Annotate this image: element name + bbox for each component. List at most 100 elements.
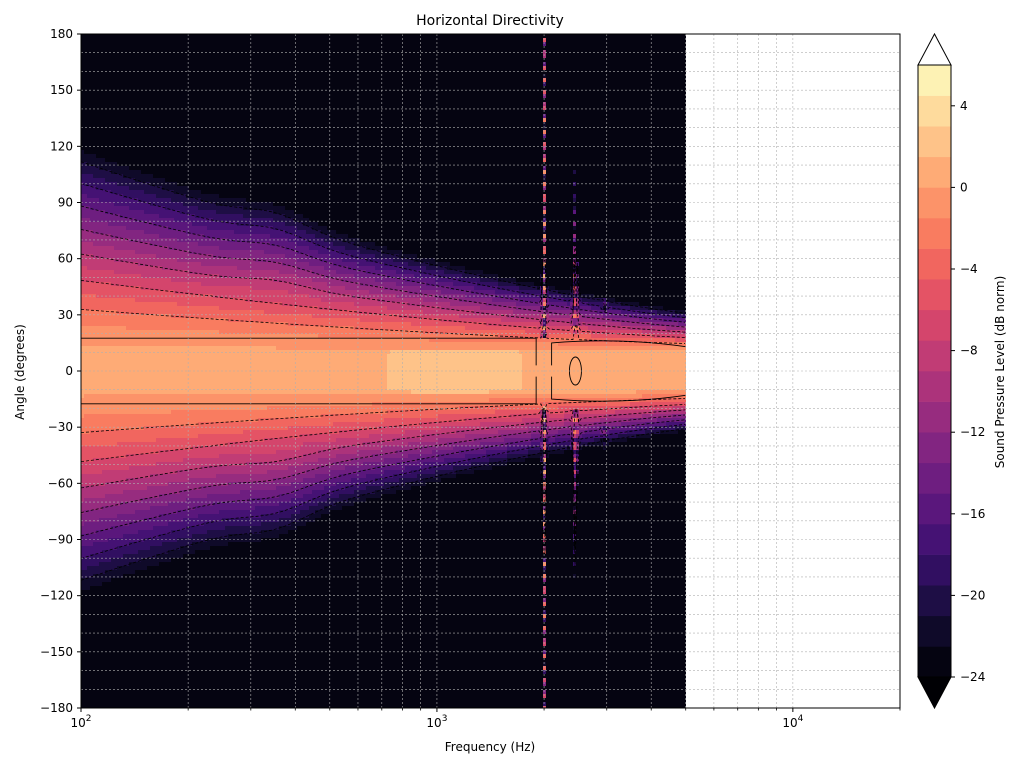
heatmap-cell	[87, 50, 90, 54]
heatmap-cell	[168, 146, 171, 150]
heatmap-cell	[150, 118, 153, 122]
heatmap-cell	[120, 470, 123, 474]
heatmap-cell	[153, 462, 156, 466]
heatmap-cell	[147, 574, 150, 578]
heatmap-cell	[138, 678, 141, 682]
heatmap-cell	[162, 46, 165, 50]
heatmap-cell	[141, 122, 144, 126]
heatmap-cell	[87, 262, 90, 266]
heatmap-cell	[93, 490, 96, 494]
heatmap-cell	[132, 482, 135, 486]
heatmap-cell	[90, 682, 93, 686]
heatmap-cell	[156, 298, 159, 302]
heatmap-cell	[132, 466, 135, 470]
heatmap-cell	[141, 526, 144, 530]
heatmap-cell	[141, 306, 144, 310]
heatmap-cell	[165, 598, 168, 602]
heatmap-cell	[129, 642, 132, 646]
heatmap-cell	[96, 366, 99, 370]
heatmap-cell	[153, 318, 156, 322]
heatmap-cell	[156, 682, 159, 686]
heatmap-cell	[129, 334, 132, 338]
heatmap-cell	[87, 546, 90, 550]
heatmap-cell	[102, 206, 105, 210]
heatmap-cell	[135, 654, 138, 658]
heatmap-cell	[90, 86, 93, 90]
heatmap-cell	[126, 354, 129, 358]
heatmap-cell	[153, 610, 156, 614]
heatmap-cell	[132, 34, 135, 38]
heatmap-cell	[144, 474, 147, 478]
heatmap-cell	[135, 70, 138, 74]
heatmap-cell	[126, 642, 129, 646]
heatmap-cell	[153, 454, 156, 458]
heatmap-cell	[84, 210, 87, 214]
heatmap-cell	[84, 374, 87, 378]
heatmap-cell	[114, 586, 117, 590]
heatmap-cell	[93, 582, 96, 586]
heatmap-cell	[129, 510, 132, 514]
heatmap-cell	[135, 186, 138, 190]
heatmap-cell	[141, 690, 144, 694]
heatmap-cell	[96, 262, 99, 266]
heatmap-cell	[159, 182, 162, 186]
heatmap-cell	[96, 298, 99, 302]
heatmap-cell	[93, 562, 96, 566]
heatmap-cell	[105, 42, 108, 46]
heatmap-cell	[159, 506, 162, 510]
heatmap-cell	[81, 394, 84, 398]
heatmap-cell	[159, 138, 162, 142]
heatmap-cell	[165, 366, 168, 370]
heatmap-cell	[144, 478, 147, 482]
heatmap-cell	[99, 246, 102, 250]
heatmap-cell	[120, 162, 123, 166]
heatmap-cell	[147, 594, 150, 598]
heatmap-cell	[153, 658, 156, 662]
heatmap-cell	[153, 538, 156, 542]
heatmap-cell	[90, 518, 93, 522]
heatmap-cell	[90, 390, 93, 394]
heatmap-cell	[87, 326, 90, 330]
heatmap-cell	[87, 394, 90, 398]
heatmap-cell	[81, 678, 84, 682]
heatmap-cell	[150, 626, 153, 630]
heatmap-cell	[90, 214, 93, 218]
heatmap-cell	[84, 398, 87, 402]
heatmap-cell	[135, 466, 138, 470]
heatmap-cell	[114, 274, 117, 278]
heatmap-cell	[168, 374, 171, 378]
heatmap-cell	[150, 690, 153, 694]
heatmap-cell	[144, 318, 147, 322]
heatmap-cell	[84, 394, 87, 398]
heatmap-cell	[159, 266, 162, 270]
heatmap-cell	[168, 222, 171, 226]
heatmap-cell	[111, 134, 114, 138]
heatmap-cell	[117, 702, 120, 706]
heatmap-cell	[120, 558, 123, 562]
heatmap-cell	[132, 414, 135, 418]
heatmap-cell	[102, 462, 105, 466]
heatmap-cell	[102, 678, 105, 682]
heatmap-cell	[120, 186, 123, 190]
heatmap-cell	[93, 642, 96, 646]
heatmap-cell	[162, 382, 165, 386]
heatmap-cell	[141, 138, 144, 142]
heatmap-cell	[147, 254, 150, 258]
heatmap-cell	[129, 578, 132, 582]
heatmap-cell	[126, 510, 129, 514]
heatmap-cell	[81, 410, 84, 414]
heatmap-cell	[156, 678, 159, 682]
heatmap-cell	[120, 594, 123, 598]
heatmap-cell	[108, 318, 111, 322]
heatmap-cell	[108, 42, 111, 46]
heatmap-cell	[96, 42, 99, 46]
heatmap-cell	[105, 438, 108, 442]
heatmap-cell	[111, 438, 114, 442]
heatmap-cell	[84, 354, 87, 358]
heatmap-cell	[150, 54, 153, 58]
heatmap-cell	[153, 198, 156, 202]
heatmap-cell	[99, 250, 102, 254]
heatmap-cell	[159, 562, 162, 566]
heatmap-cell	[93, 450, 96, 454]
heatmap-cell	[135, 146, 138, 150]
